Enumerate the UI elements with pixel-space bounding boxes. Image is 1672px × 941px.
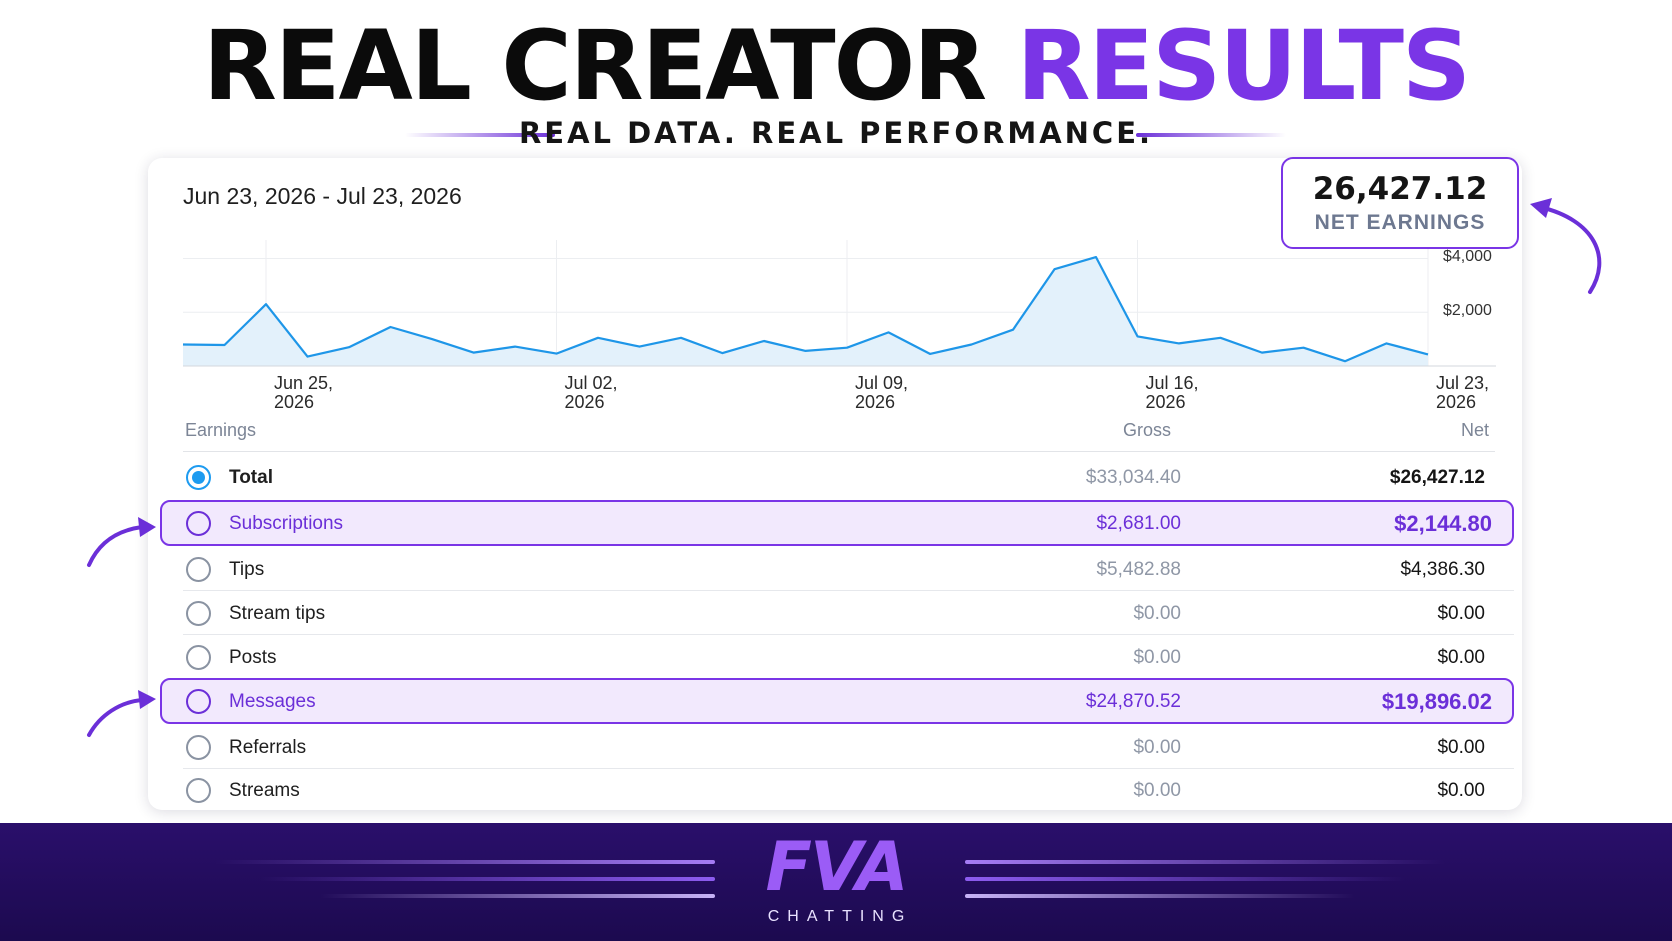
- radio-button[interactable]: [186, 689, 211, 714]
- arrow-messages-icon: [87, 698, 144, 737]
- brand-logo-mark: FVA: [765, 828, 908, 907]
- row-gross-value: $24,870.52: [1085, 691, 1181, 712]
- row-gross-value: $0.00: [1133, 647, 1181, 668]
- row-divider: [183, 768, 1514, 769]
- row-label: Tips: [229, 559, 265, 580]
- table-row-referrals[interactable]: Referrals $0.00 $0.00: [160, 727, 1514, 769]
- x-tick-label: Jul 09, 2026: [855, 374, 908, 412]
- x-tick-label-date: Jul 23,: [1436, 373, 1490, 393]
- x-tick-label: Jul 16, 2026: [1146, 374, 1199, 412]
- brand-logo: FVA CHATTING: [736, 830, 936, 926]
- table-row-messages[interactable]: Messages $24,870.52 $19,896.02: [160, 678, 1514, 724]
- y-tick-label: $4,000: [1443, 248, 1492, 266]
- row-gross-value: $0.00: [1133, 780, 1181, 801]
- speed-line-left-1: [215, 860, 715, 864]
- radio-button[interactable]: [186, 465, 211, 490]
- x-tick-label-year: 2026: [274, 392, 315, 412]
- row-label: Posts: [229, 647, 277, 668]
- subtitle-rule-left: [405, 133, 555, 137]
- table-row-stream-tips[interactable]: Stream tips $0.00 $0.00: [160, 593, 1514, 635]
- x-tick-label-year: 2026: [1436, 392, 1477, 412]
- row-net-value: $4,386.30: [1400, 559, 1485, 580]
- table-row-total[interactable]: Total $33,034.40 $26,427.12: [160, 457, 1514, 499]
- row-divider: [183, 634, 1514, 635]
- row-label: Subscriptions: [229, 513, 344, 534]
- row-gross-value: $33,034.40: [1085, 467, 1181, 488]
- row-net-value: $19,896.02: [1381, 689, 1492, 714]
- table-row-subscriptions[interactable]: Subscriptions $2,681.00 $2,144.80: [160, 500, 1514, 546]
- row-net-value: $26,427.12: [1389, 467, 1485, 488]
- row-net-value: $0.00: [1437, 603, 1485, 624]
- row-net-value: $2,144.80: [1394, 511, 1492, 536]
- x-tick-label-date: Jun 25,: [274, 373, 334, 393]
- date-range[interactable]: Jun 23, 2026 - Jul 23, 2026: [183, 183, 462, 209]
- table-row-tips[interactable]: Tips $5,482.88 $4,386.30: [160, 549, 1514, 591]
- net-earnings-box: 26,427.12 NET EARNINGS: [1281, 157, 1519, 249]
- y-tick-label: $2,000: [1443, 302, 1492, 320]
- speed-line-right-2: [965, 877, 1405, 881]
- x-tick-label-date: Jul 02,: [564, 373, 618, 393]
- row-net-value: $0.00: [1437, 780, 1485, 801]
- speed-line-left-2: [260, 877, 715, 881]
- x-tick-label-year: 2026: [855, 392, 896, 412]
- x-tick-label-year: 2026: [564, 392, 605, 412]
- x-tick-label-year: 2026: [1145, 392, 1186, 412]
- column-header-gross: Gross: [1123, 420, 1172, 440]
- net-earnings-label: NET EARNINGS: [1314, 211, 1486, 234]
- speed-line-right-1: [965, 860, 1445, 864]
- page-subtitle: REAL DATA. REAL PERFORMANCE.: [518, 116, 1154, 150]
- column-header-net: Net: [1461, 420, 1490, 440]
- headline-part1: REAL CREATOR: [202, 10, 1017, 122]
- arrow-net-earnings-icon: [1538, 205, 1602, 294]
- row-gross-value: $0.00: [1133, 603, 1181, 624]
- brand-logo-sub: CHATTING: [767, 908, 913, 925]
- column-header-earnings: Earnings: [185, 420, 257, 440]
- speed-line-right-3: [965, 894, 1355, 898]
- arrow-subscriptions-icon: [87, 525, 144, 567]
- subtitle-bar: REAL DATA. REAL PERFORMANCE.: [0, 112, 1672, 158]
- header-divider: [183, 451, 1495, 452]
- speed-line-left-3: [320, 894, 715, 898]
- table-row-posts[interactable]: Posts $0.00 $0.00: [160, 637, 1514, 679]
- arrow-head-net-earnings-icon: [1530, 198, 1552, 218]
- x-tick-label: Jun 25, 2026: [274, 374, 333, 412]
- radio-button[interactable]: [186, 645, 211, 670]
- net-earnings-value: 26,427.12: [1312, 171, 1488, 207]
- radio-button[interactable]: [186, 778, 211, 803]
- row-net-value: $0.00: [1437, 647, 1485, 668]
- subtitle-rule-right: [1136, 133, 1286, 137]
- table-row-streams[interactable]: Streams $0.00 $0.00: [160, 770, 1514, 812]
- row-label: Total: [229, 467, 273, 488]
- row-label: Stream tips: [229, 603, 326, 624]
- radio-button[interactable]: [186, 735, 211, 760]
- row-label: Streams: [229, 780, 300, 801]
- row-divider: [183, 590, 1514, 591]
- x-tick-label-date: Jul 16,: [1145, 373, 1199, 393]
- row-label: Referrals: [229, 737, 307, 758]
- row-net-value: $0.00: [1437, 737, 1485, 758]
- headline-part2: RESULTS: [1016, 10, 1471, 122]
- radio-button[interactable]: [186, 511, 211, 536]
- row-gross-value: $5,482.88: [1096, 559, 1181, 580]
- radio-button[interactable]: [186, 601, 211, 626]
- x-tick-label: Jul 23, 2026: [1436, 374, 1489, 412]
- row-gross-value: $2,681.00: [1096, 513, 1181, 534]
- row-label: Messages: [229, 691, 316, 712]
- footer-banner: [0, 823, 1672, 941]
- row-gross-value: $0.00: [1133, 737, 1181, 758]
- radio-button[interactable]: [186, 557, 211, 582]
- page-headline: REAL CREATOR RESULTS: [0, 14, 1672, 118]
- x-tick-label-date: Jul 09,: [855, 373, 909, 393]
- x-tick-label: Jul 02, 2026: [565, 374, 618, 412]
